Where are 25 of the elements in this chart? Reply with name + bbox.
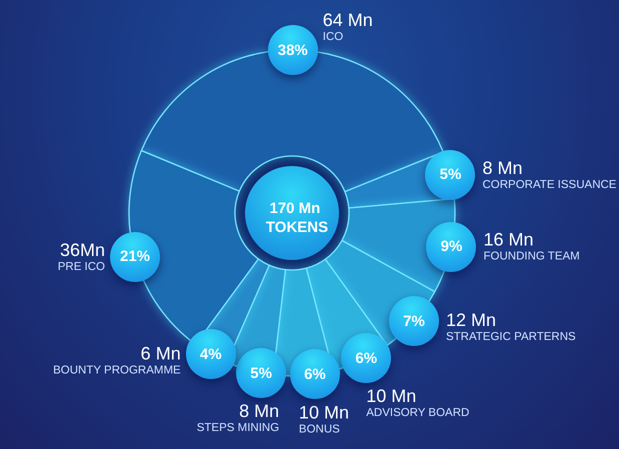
round-badge: 5% (425, 150, 476, 200)
round-badge: 21% (110, 232, 160, 282)
data-label: 16 Mn (483, 230, 534, 250)
data-label: 10 Mn (298, 402, 349, 422)
round-badge: 5% (236, 348, 286, 398)
data-label: 64 Mn (322, 10, 373, 30)
data-label: 36Mn (60, 240, 106, 260)
slice-label: FOUNDING TEAM (483, 250, 580, 263)
slice-label: ADVISORY BOARD (366, 407, 470, 420)
slice-label: PRE ICO (58, 260, 106, 273)
round-badge: 6% (341, 333, 392, 384)
slice-label: STRATEGIC PARTERNS (446, 331, 576, 344)
slice-label: BOUNTY PROGRAMME (53, 364, 182, 376)
data-label: 12 Mn (446, 310, 496, 330)
slice-label: CORPORATE ISSUANCE (482, 178, 617, 191)
data-label: 8 Mn (482, 158, 523, 178)
data-label: 6 Mn (140, 343, 181, 364)
round-badge: 38% (268, 25, 318, 75)
text: 170 Mn TOKENS (266, 200, 328, 236)
slice-label: STEPS MINING (196, 422, 280, 434)
data-label: 10 Mn (366, 386, 416, 406)
round-badge: 4% (186, 329, 236, 380)
data-label: 8 Mn (239, 401, 280, 422)
slice-label: ICO (322, 31, 344, 43)
slice-label: BONUS (298, 423, 340, 436)
